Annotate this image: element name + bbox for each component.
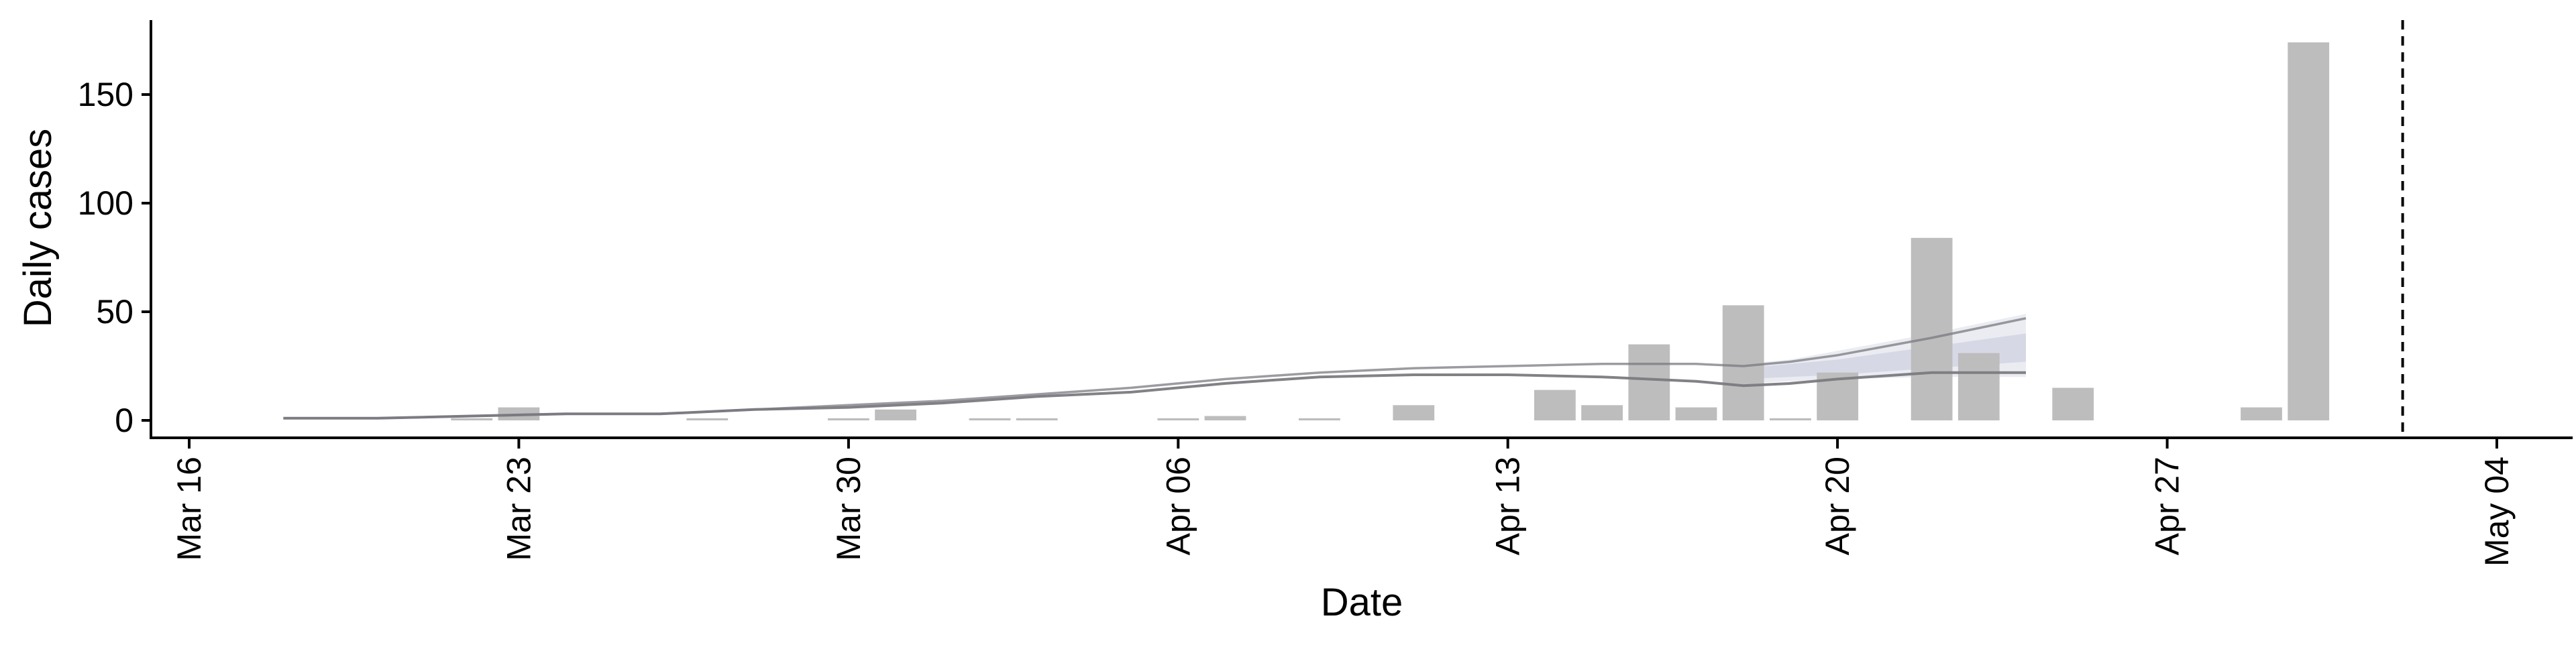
band-layer	[1743, 314, 2026, 384]
y-ticks: 0 50 100 150	[78, 76, 151, 439]
x-tick-label: Apr 06	[1159, 457, 1197, 555]
bar-daily-cases	[1016, 418, 1058, 420]
x-tick-label: Mar 30	[830, 457, 867, 561]
bar-daily-cases	[969, 418, 1011, 420]
uncertainty-band	[1743, 333, 2026, 379]
y-tick-label: 50	[96, 293, 133, 331]
bar-daily-cases	[686, 418, 729, 420]
x-tick-label: Apr 13	[1489, 457, 1527, 555]
x-ticks: Mar 16 Mar 23 Mar 30 Apr 06 Apr 13 Apr 20 Apr …	[170, 438, 2516, 567]
bar-daily-cases	[1581, 405, 1623, 420]
bar-daily-cases	[1157, 418, 1199, 420]
bar-daily-cases	[828, 418, 869, 420]
bar-daily-cases	[1299, 418, 1340, 420]
bar-daily-cases	[2241, 407, 2282, 420]
bar-daily-cases	[1770, 418, 1811, 420]
bar-daily-cases	[875, 409, 916, 420]
y-tick-label: 0	[115, 402, 133, 439]
trend-line	[283, 316, 2027, 420]
line-layer	[283, 316, 2027, 420]
bar-daily-cases	[1204, 416, 1246, 420]
x-tick-label: Mar 16	[170, 457, 208, 561]
x-axis-title: Date	[1321, 581, 1403, 624]
x-tick-label: Mar 23	[500, 457, 537, 561]
x-tick-label: Apr 20	[1819, 457, 1856, 555]
y-axis-title: Daily cases	[16, 129, 60, 328]
bar-daily-cases	[451, 418, 493, 420]
bar-daily-cases	[1675, 407, 1717, 420]
bar-daily-cases	[1393, 405, 1435, 420]
axes-layer	[150, 20, 2573, 439]
x-tick-label: May 04	[2478, 457, 2516, 567]
bar-daily-cases	[1722, 305, 1764, 420]
y-tick-label: 150	[78, 76, 133, 113]
x-tick-label: Apr 27	[2149, 457, 2186, 555]
bar-layer	[451, 42, 2330, 420]
bar-daily-cases	[2052, 388, 2094, 420]
y-tick-label: 100	[78, 184, 133, 222]
bar-daily-cases	[2288, 42, 2330, 420]
bar-daily-cases	[1957, 353, 2000, 420]
bar-daily-cases	[1628, 344, 1670, 420]
bar-daily-cases	[1911, 237, 1953, 420]
bar-daily-cases	[1534, 390, 1576, 420]
